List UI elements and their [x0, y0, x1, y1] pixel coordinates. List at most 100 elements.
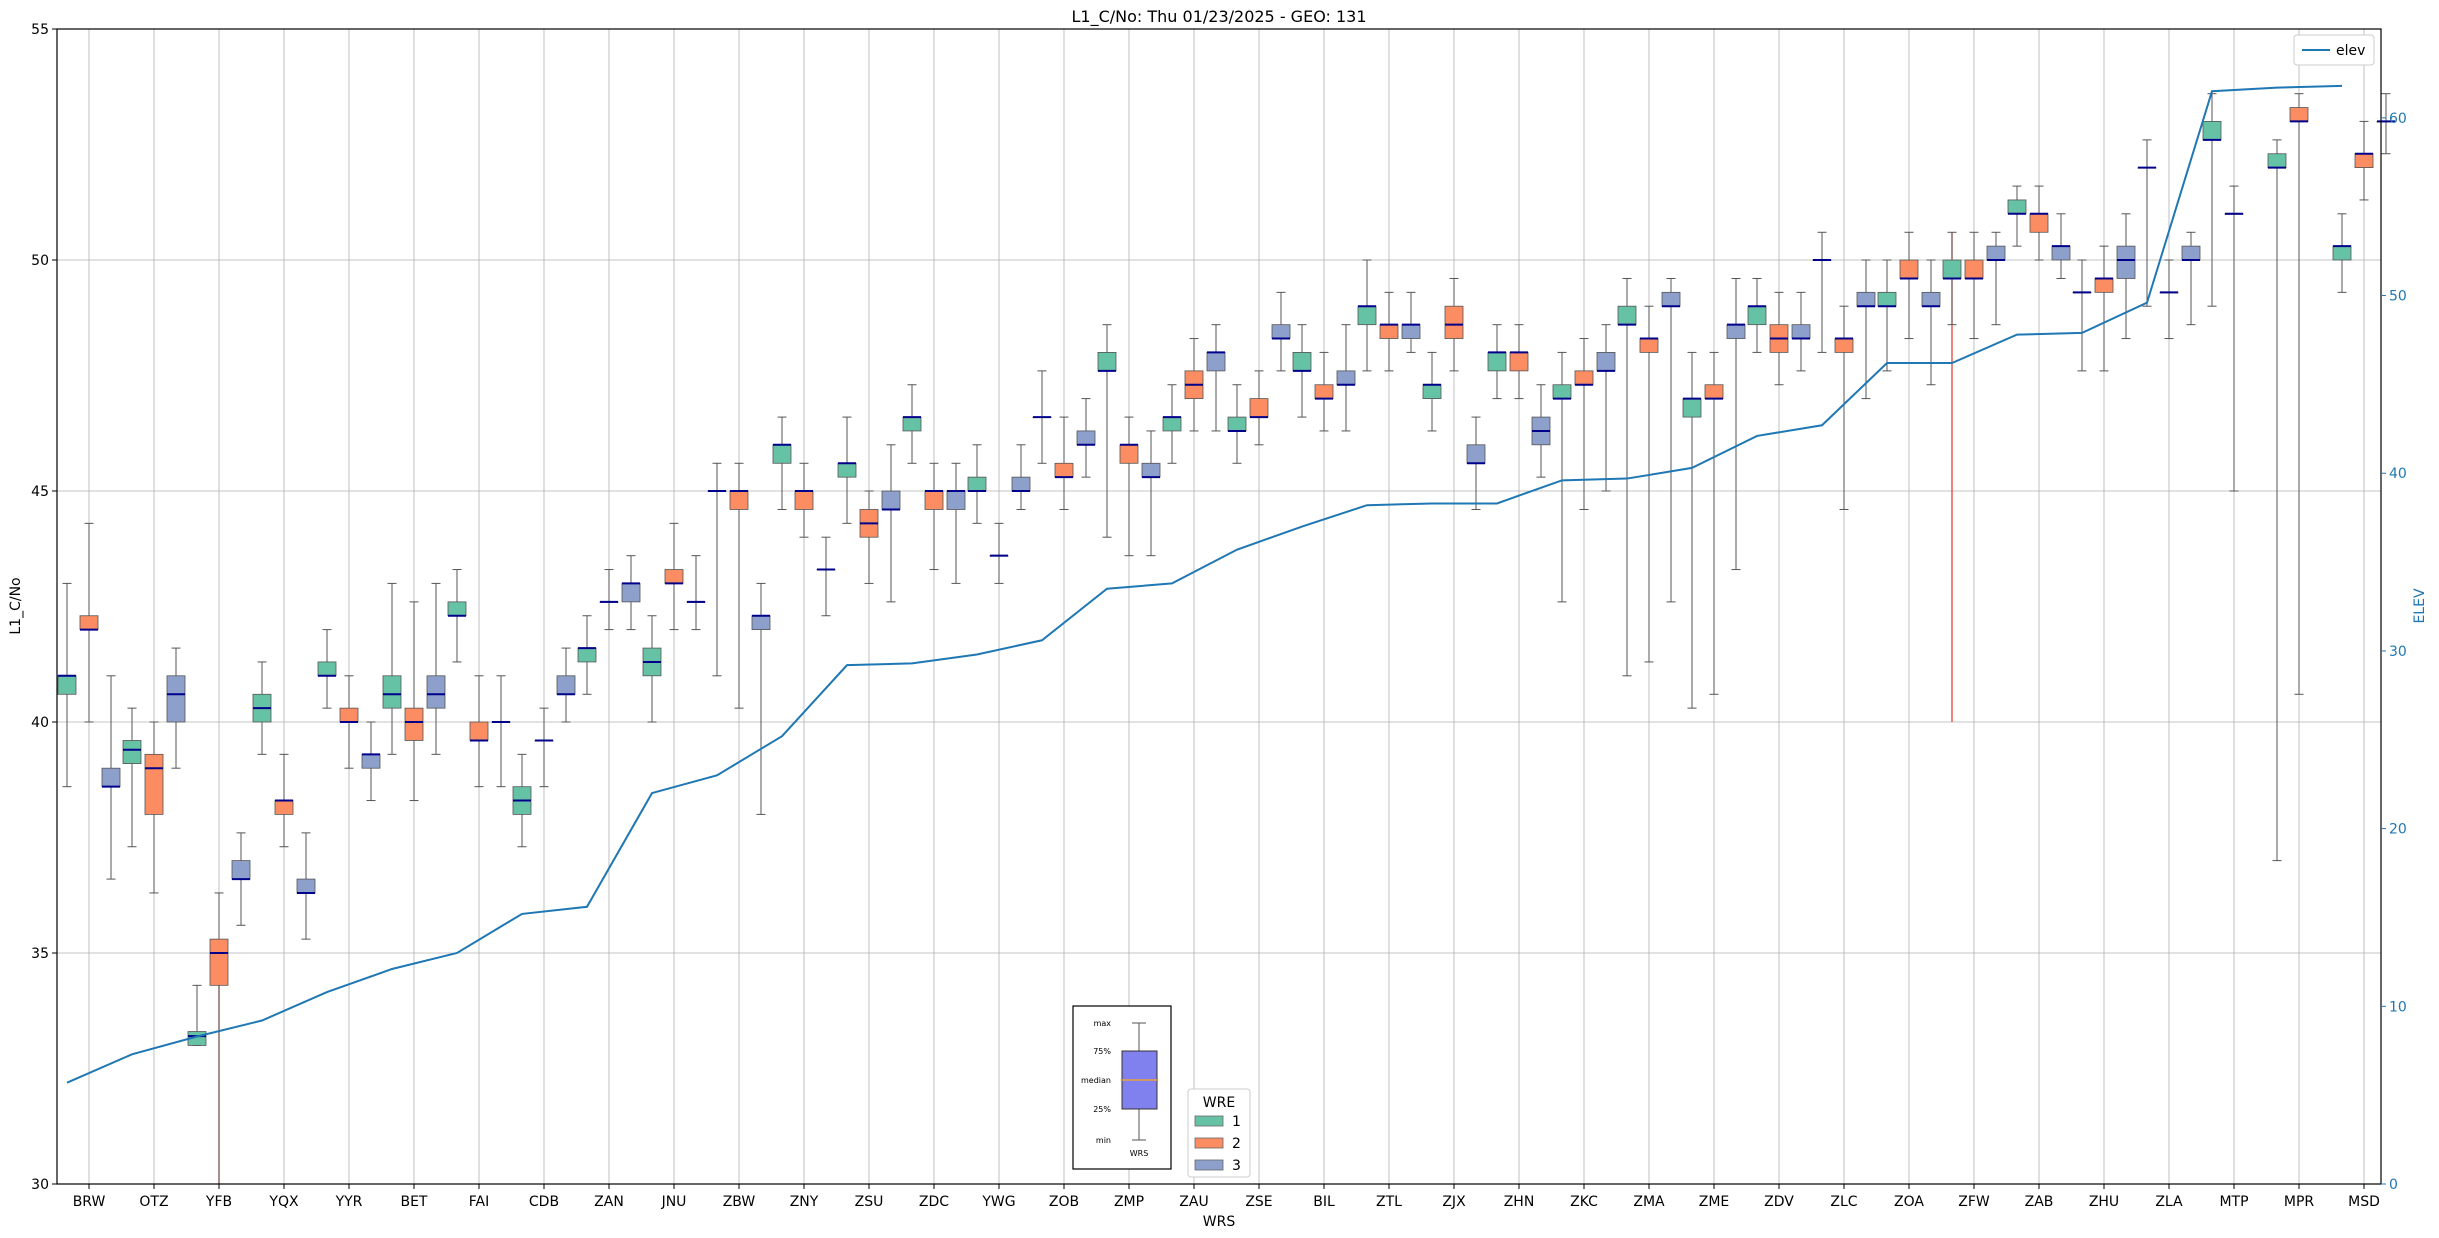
x-tick-label: ZMP: [1114, 1194, 1144, 1210]
box-wre1-zmp: [1097, 324, 1117, 538]
y-tick-label: 35: [31, 946, 49, 962]
box-wre1-yyr: [317, 629, 337, 709]
box-wre2-zdv: [1769, 291, 1789, 386]
x-tick-label: ZAB: [2025, 1194, 2054, 1210]
box-wre2-yqx: [274, 753, 294, 848]
box-wre3-brw: [101, 675, 121, 880]
box-wre3-zkc: [1596, 324, 1616, 492]
box-wre1-zan: [577, 615, 597, 695]
box-wre3-zob: [1076, 398, 1096, 478]
x-tick-label: MSD: [2348, 1194, 2380, 1210]
box-wre2-mtp: [2224, 185, 2244, 492]
box-iqr: [2051, 245, 2071, 261]
y-tick-label: 30: [31, 1177, 49, 1193]
box-iqr: [1076, 430, 1096, 446]
box-plots: [57, 93, 2396, 1185]
box-iqr: [231, 860, 251, 880]
x-tick-label: ZDV: [1764, 1194, 1794, 1210]
y-axis-right: 0 10 20 30 40 50 60: [2381, 111, 2407, 1193]
box-iqr: [209, 938, 229, 986]
x-tick-label: ZOA: [1894, 1194, 1924, 1210]
box-wre1-otz: [122, 707, 142, 848]
box-iqr: [79, 615, 99, 630]
y2-tick-label: 0: [2389, 1177, 2398, 1193]
x-tick-label: ZLC: [1830, 1194, 1857, 1210]
box-wre2-yfb: [209, 892, 229, 1185]
x-tick-label: ZLA: [2155, 1194, 2183, 1210]
box-iqr: [317, 661, 337, 677]
box-wre2-zob: [1054, 416, 1074, 510]
box-iqr: [1834, 338, 1854, 353]
box-iqr: [426, 675, 446, 709]
wre-legend-frame: [1187, 1088, 1251, 1178]
box-wre1-zny: [772, 416, 792, 510]
box-iqr: [2332, 245, 2352, 261]
box-wre1-mtp: [2202, 93, 2222, 307]
box-wre3-zlc: [1856, 259, 1876, 400]
box-iqr: [447, 601, 467, 617]
box-iqr: [1552, 384, 1572, 399]
box-iqr: [1444, 305, 1464, 339]
box-wre1-zob: [1032, 370, 1052, 464]
box-iqr: [837, 462, 857, 478]
y2-tick-label: 30: [2389, 644, 2407, 660]
box-wre3-zsu: [881, 444, 901, 603]
y-tick-label: 50: [31, 253, 49, 269]
x-tick-label: YQX: [268, 1194, 299, 1210]
box-wre2-zlc: [1834, 305, 1854, 510]
box-iqr: [1942, 259, 1962, 279]
x-tick-label: JNU: [661, 1194, 687, 1210]
box-wre3-zmp: [1141, 430, 1161, 557]
box-iqr: [1162, 416, 1182, 432]
box-iqr: [382, 675, 402, 709]
box-wre1-zma: [1617, 277, 1637, 677]
box-wre1-zjx: [1422, 351, 1442, 432]
box-iqr: [1097, 351, 1117, 372]
wre-legend: WRE 1 2 3: [1187, 1088, 1251, 1178]
box-iqr: [2202, 121, 2222, 141]
x-tick-label: ZJX: [1442, 1194, 1466, 1210]
box-iqr: [1401, 324, 1421, 339]
box-wre1-yqx: [252, 661, 272, 755]
box-iqr: [1639, 338, 1659, 353]
box-wre3-fai: [491, 675, 511, 788]
box-iqr: [946, 490, 966, 510]
box-iqr: [1574, 370, 1594, 386]
box-iqr: [1422, 384, 1442, 399]
box-iqr: [1357, 305, 1377, 326]
box-iqr: [469, 721, 489, 741]
x-tick-label: ZHU: [2089, 1194, 2119, 1210]
box-wre1-ztl: [1357, 259, 1377, 372]
box-wre1-fai: [447, 569, 467, 663]
box-wre2-cdb: [534, 707, 554, 788]
box-wre1-zhn: [1487, 324, 1507, 400]
box-wre2-fai: [469, 675, 489, 788]
box-wre3-zse: [1271, 291, 1291, 372]
box-wre3-yfb: [231, 832, 251, 926]
box-wre3-jnu: [686, 555, 706, 631]
x-tick-label: ZOB: [1049, 1194, 1079, 1210]
x-tick-label: ZAU: [1179, 1194, 1208, 1210]
box-wre2-zme: [1704, 351, 1724, 695]
box-iqr: [1899, 259, 1919, 279]
box-wre3-zma: [1661, 277, 1681, 603]
box-legend-min: min: [1096, 1136, 1111, 1145]
box-iqr: [1964, 259, 1984, 279]
y2-tick-label: 20: [2389, 822, 2407, 838]
box-wre2-bet: [404, 601, 424, 802]
box-wre3-zhu: [2116, 213, 2136, 340]
box-wre3-msd: [2376, 93, 2396, 155]
box-legend-max: max: [1094, 1019, 1112, 1028]
x-tick-label: ZBW: [723, 1194, 756, 1210]
box-wre1-zhu: [2072, 259, 2092, 372]
elev-series: [66, 84, 2343, 1084]
plot-frame: [56, 28, 2382, 1185]
box-wre2-ywg: [989, 522, 1009, 584]
box-wre3-bet: [426, 582, 446, 755]
x-tick-label: MTP: [2219, 1194, 2248, 1210]
x-tick-label: ZDC: [919, 1194, 949, 1210]
box-iqr: [1271, 324, 1291, 339]
box-iqr: [2267, 153, 2287, 169]
box-wre1-ywg: [967, 444, 987, 524]
